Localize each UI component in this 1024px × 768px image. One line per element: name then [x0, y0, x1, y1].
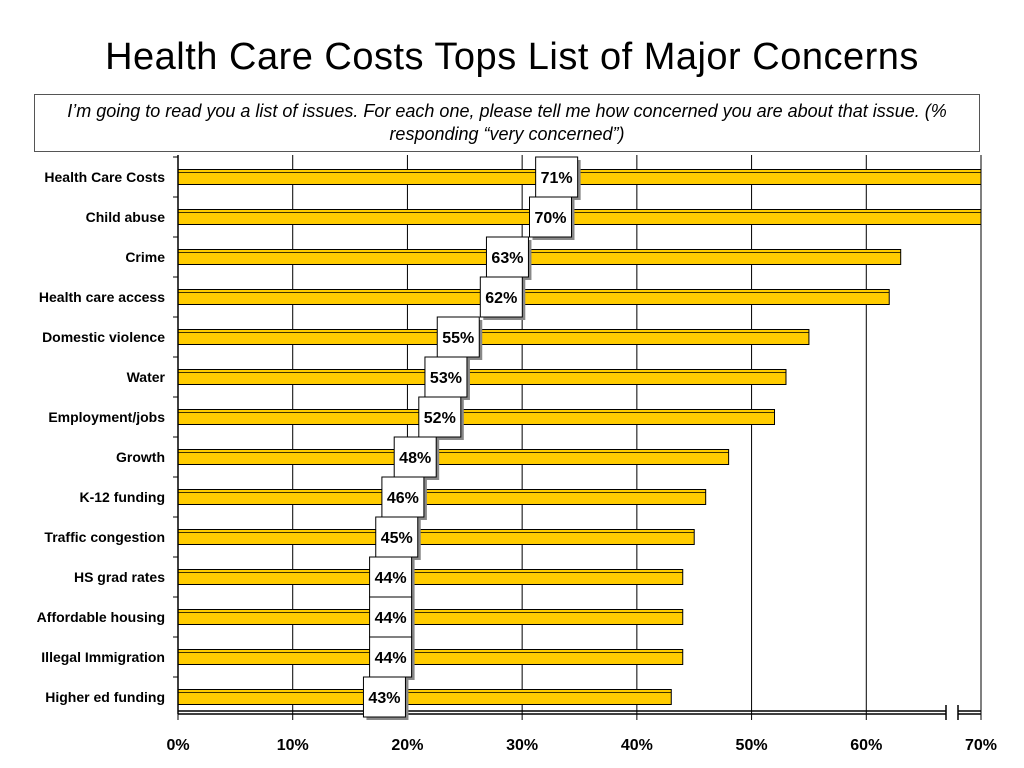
value-label-box — [436, 316, 480, 358]
value-label-box — [424, 356, 468, 398]
x-tick-label: 40% — [621, 737, 653, 754]
value-label: 44% — [375, 570, 407, 587]
category-label: Traffic congestion — [44, 529, 165, 545]
value-label: 55% — [442, 330, 474, 347]
bars — [177, 169, 982, 705]
axis-break-gap — [946, 706, 958, 720]
bar — [177, 449, 730, 465]
value-label-box — [369, 596, 413, 638]
bar — [177, 569, 684, 585]
category-label: Affordable housing — [37, 609, 165, 625]
category-label: Crime — [125, 249, 165, 265]
value-labels: Health Care Costs 71% Child abuse 70% Crime 6… — [37, 156, 581, 720]
x-tick-label: 10% — [277, 737, 309, 754]
value-label: 44% — [375, 650, 407, 667]
value-label: 44% — [375, 610, 407, 627]
bar — [177, 209, 982, 225]
x-tick-label: 50% — [736, 737, 768, 754]
bar — [177, 329, 810, 345]
category-label: Water — [127, 369, 166, 385]
question-box: I’m going to read you a list of issues. … — [34, 94, 980, 152]
x-tick-label: 70% — [965, 737, 997, 754]
x-tick-label: 0% — [166, 737, 189, 754]
value-label: 62% — [485, 290, 517, 307]
value-label-box — [369, 636, 413, 678]
bar — [177, 609, 684, 625]
bar — [177, 289, 890, 305]
value-label-box — [479, 276, 523, 318]
value-label: 46% — [387, 490, 419, 507]
bar — [177, 249, 902, 265]
value-label-box — [362, 676, 406, 718]
x-tick-label: 20% — [391, 737, 423, 754]
value-label-box — [418, 396, 462, 438]
category-label: Illegal Immigration — [41, 649, 165, 665]
category-label: HS grad rates — [74, 569, 165, 585]
value-label-box — [535, 156, 579, 198]
value-label-box — [369, 556, 413, 598]
value-label: 45% — [381, 530, 413, 547]
x-tick-label: 30% — [506, 737, 538, 754]
bar — [177, 489, 707, 505]
value-label: 48% — [399, 450, 431, 467]
value-label: 70% — [534, 210, 566, 227]
value-label: 53% — [430, 370, 462, 387]
bar — [177, 369, 787, 385]
category-label: Growth — [116, 449, 165, 465]
category-label: Health care access — [39, 289, 165, 305]
question-text: I’m going to read you a list of issues. … — [67, 101, 947, 144]
value-label: 63% — [491, 250, 523, 267]
category-label: K-12 funding — [79, 489, 165, 505]
chart-title: Health Care Costs Tops List of Major Con… — [105, 36, 919, 78]
category-label: Child abuse — [86, 209, 166, 225]
bar — [177, 689, 672, 705]
value-label: 52% — [424, 410, 456, 427]
value-label-box — [393, 436, 437, 478]
x-tick-label: 60% — [850, 737, 882, 754]
bar — [177, 529, 695, 545]
value-label-box — [485, 236, 529, 278]
bar — [177, 649, 684, 665]
grid-lines — [177, 155, 982, 714]
category-label: Health Care Costs — [44, 169, 165, 185]
category-label: Domestic violence — [42, 329, 165, 345]
axes: 0% 10% 20% 30% 40% 50% 60% 70% — [166, 155, 997, 754]
value-label: 71% — [541, 170, 573, 187]
category-label: Higher ed funding — [45, 689, 165, 705]
value-label-box — [529, 196, 572, 238]
category-label: Employment/jobs — [48, 409, 165, 425]
value-label: 43% — [368, 690, 400, 707]
bar — [177, 409, 776, 425]
